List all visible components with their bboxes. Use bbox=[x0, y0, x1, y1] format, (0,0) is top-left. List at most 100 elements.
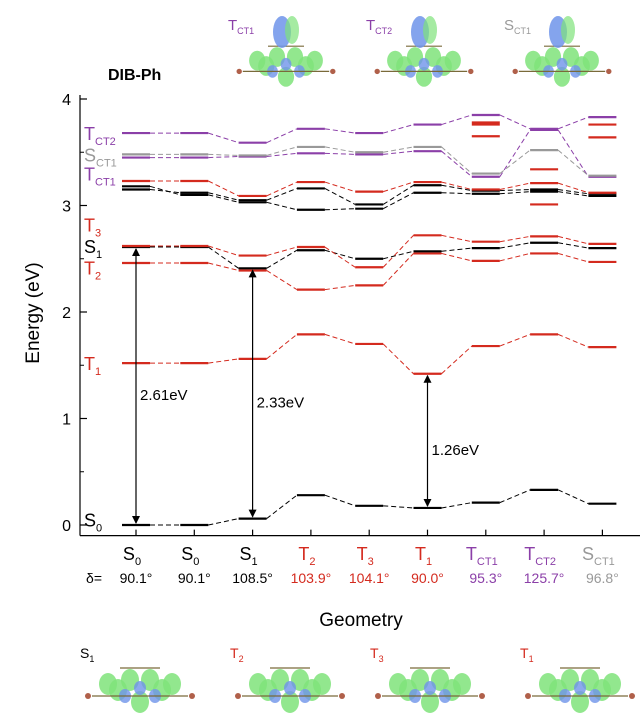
orbital-label: TCT2 bbox=[366, 17, 392, 36]
x-category-label: T1 bbox=[415, 544, 432, 568]
connector bbox=[208, 358, 239, 364]
orbital-lobe bbox=[418, 57, 430, 71]
molecule-orbital bbox=[375, 667, 485, 713]
phenyl-orbital-lobe bbox=[285, 16, 299, 44]
x-category-label: T3 bbox=[357, 544, 374, 568]
orbital-lobe bbox=[249, 50, 266, 71]
phenyl-orbital-lobe bbox=[561, 16, 575, 44]
atom bbox=[85, 693, 91, 699]
state-label: T3 bbox=[84, 216, 101, 240]
molecule-orbital bbox=[374, 45, 474, 87]
connector bbox=[383, 146, 414, 153]
series-lines bbox=[149, 114, 589, 526]
connector bbox=[266, 333, 298, 360]
axes: 0 1 2 3 4 bbox=[62, 92, 640, 537]
state-label: T2 bbox=[84, 258, 101, 282]
molecule-orbital bbox=[236, 45, 336, 87]
connector bbox=[266, 181, 298, 197]
connector bbox=[149, 185, 181, 196]
connector bbox=[208, 192, 239, 201]
connector bbox=[266, 128, 298, 144]
connector bbox=[382, 184, 414, 205]
orbital-label: SCT1 bbox=[504, 17, 531, 36]
orbital-lobe bbox=[313, 673, 331, 695]
state-label: T1 bbox=[84, 354, 101, 378]
connector bbox=[324, 181, 356, 193]
series-s0 bbox=[150, 489, 589, 526]
molecule-orbital bbox=[85, 667, 195, 713]
connector bbox=[557, 116, 589, 130]
connector bbox=[499, 252, 531, 262]
connector bbox=[324, 188, 356, 205]
chart-title: DIB-Ph bbox=[108, 67, 161, 84]
series-t4 bbox=[150, 180, 589, 197]
gap-label: 2.33eV bbox=[257, 394, 305, 411]
orbital-lobe bbox=[424, 681, 436, 695]
y-tick-label: 3 bbox=[62, 199, 71, 216]
orbital-label: TCT1 bbox=[228, 17, 254, 36]
connector bbox=[499, 189, 531, 192]
connector bbox=[441, 252, 472, 262]
orbital-lobe bbox=[539, 673, 557, 695]
connector bbox=[383, 150, 414, 155]
orbital-lobe bbox=[134, 681, 146, 695]
connector bbox=[499, 235, 531, 243]
atom bbox=[374, 68, 380, 75]
y-tick-label: 2 bbox=[62, 305, 71, 322]
connector bbox=[557, 333, 589, 348]
orbital-lobe bbox=[306, 50, 323, 71]
molecule-orbital bbox=[525, 667, 635, 713]
dihedral-angle: 103.9° bbox=[291, 570, 332, 586]
connector bbox=[324, 208, 356, 211]
connector bbox=[558, 191, 589, 197]
connector bbox=[266, 494, 298, 520]
orbital-images-bottom: S1 T2 T3 T1 bbox=[80, 645, 635, 713]
y-tick-label: 4 bbox=[62, 92, 71, 109]
dihedral-angle: 104.1° bbox=[349, 570, 390, 586]
connector bbox=[324, 494, 356, 507]
atom bbox=[525, 693, 531, 699]
y-tick-label: 1 bbox=[62, 412, 71, 429]
connector bbox=[499, 129, 531, 178]
dihedral-angle: 90.1° bbox=[120, 570, 153, 586]
phenyl-orbital-lobe bbox=[423, 16, 437, 44]
state-label: TCT1 bbox=[84, 165, 116, 189]
x-category-label: SCT1 bbox=[582, 544, 615, 568]
connector bbox=[441, 146, 473, 174]
atom bbox=[339, 693, 345, 699]
connector bbox=[383, 181, 414, 193]
state-label: TCT2 bbox=[84, 124, 116, 148]
state-label: SCT1 bbox=[84, 145, 117, 169]
series-s3 bbox=[149, 185, 589, 211]
orbital-lobe bbox=[574, 681, 586, 695]
series-t2 bbox=[150, 252, 589, 291]
connector bbox=[383, 250, 414, 260]
dihedral-angle: 96.8° bbox=[586, 570, 619, 586]
connector bbox=[441, 184, 472, 192]
connector bbox=[557, 149, 589, 177]
connector bbox=[382, 343, 414, 375]
atom bbox=[479, 693, 485, 699]
orbital-lobe bbox=[444, 50, 461, 71]
atom bbox=[468, 68, 474, 75]
connector bbox=[324, 128, 356, 134]
connector bbox=[324, 152, 356, 155]
connector bbox=[499, 333, 531, 347]
series-t1 bbox=[150, 333, 589, 375]
series-sct1 bbox=[150, 146, 589, 177]
connector bbox=[441, 502, 472, 509]
y-axis-label: Energy (eV) bbox=[23, 262, 44, 363]
gap-annotations: 2.61eV 2.33eV 1.26eV bbox=[132, 248, 479, 524]
connector bbox=[383, 505, 414, 509]
connector bbox=[266, 270, 298, 291]
connector bbox=[382, 192, 414, 210]
connector bbox=[557, 182, 589, 194]
y-tick-label: 0 bbox=[62, 518, 71, 535]
connector bbox=[441, 192, 472, 195]
atom bbox=[189, 693, 195, 699]
atom bbox=[330, 68, 336, 75]
series-s2 bbox=[149, 184, 589, 205]
orbital-lobe bbox=[453, 673, 471, 695]
atom bbox=[235, 693, 241, 699]
atom bbox=[236, 68, 242, 75]
